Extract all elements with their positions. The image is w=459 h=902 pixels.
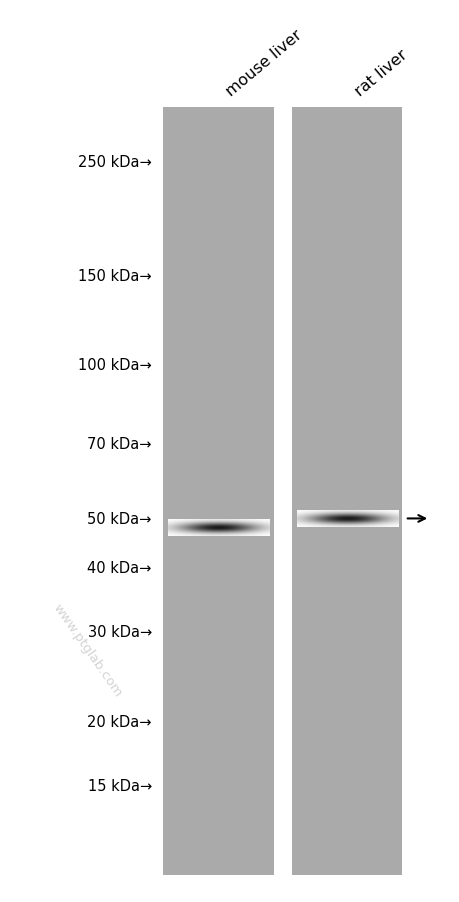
Text: www.ptglab.com: www.ptglab.com [50, 601, 124, 698]
Text: 20 kDa→: 20 kDa→ [87, 714, 151, 729]
Bar [291, 108, 402, 875]
Text: 30 kDa→: 30 kDa→ [87, 624, 151, 640]
Text: 250 kDa→: 250 kDa→ [78, 155, 151, 170]
Text: 100 kDa→: 100 kDa→ [78, 358, 151, 373]
Text: mouse liver: mouse liver [223, 27, 304, 99]
Text: 70 kDa→: 70 kDa→ [87, 437, 151, 452]
Text: 150 kDa→: 150 kDa→ [78, 268, 151, 283]
Text: 40 kDa→: 40 kDa→ [87, 561, 151, 575]
Bar [163, 108, 273, 875]
Text: 50 kDa→: 50 kDa→ [87, 511, 151, 527]
Text: 15 kDa→: 15 kDa→ [87, 778, 151, 793]
Text: rat liver: rat liver [351, 47, 409, 99]
